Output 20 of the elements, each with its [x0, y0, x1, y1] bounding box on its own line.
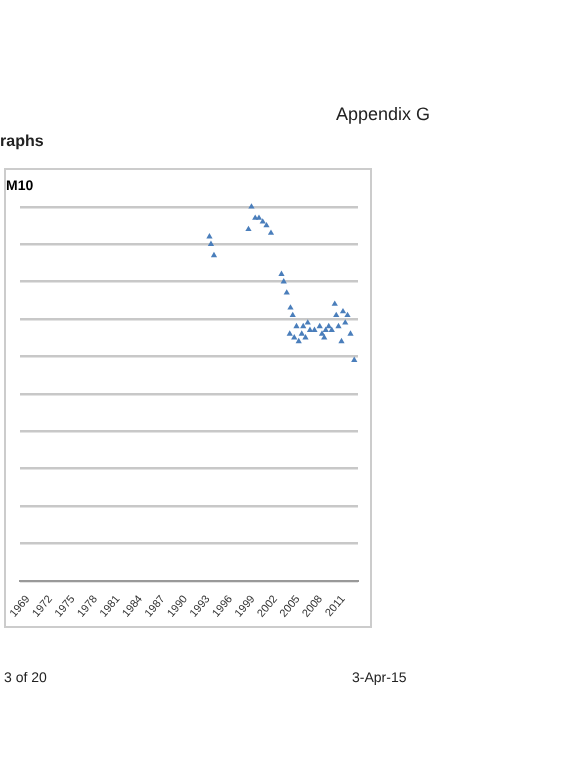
point: [245, 225, 252, 232]
point: [286, 330, 293, 336]
text: raphs: [0, 132, 44, 150]
point: [331, 300, 338, 306]
point: [306, 326, 314, 333]
point: [347, 330, 354, 336]
point: [206, 233, 213, 239]
point: [311, 326, 318, 333]
point: [207, 240, 215, 246]
point: [333, 311, 340, 318]
text: Appendix G: [336, 104, 431, 124]
point: [344, 311, 351, 318]
point: [267, 229, 275, 235]
point: [248, 203, 255, 209]
point: [283, 289, 290, 295]
point: [289, 311, 296, 318]
point: [342, 319, 349, 325]
point: [351, 356, 358, 362]
point: [278, 270, 285, 276]
point: [287, 304, 294, 310]
